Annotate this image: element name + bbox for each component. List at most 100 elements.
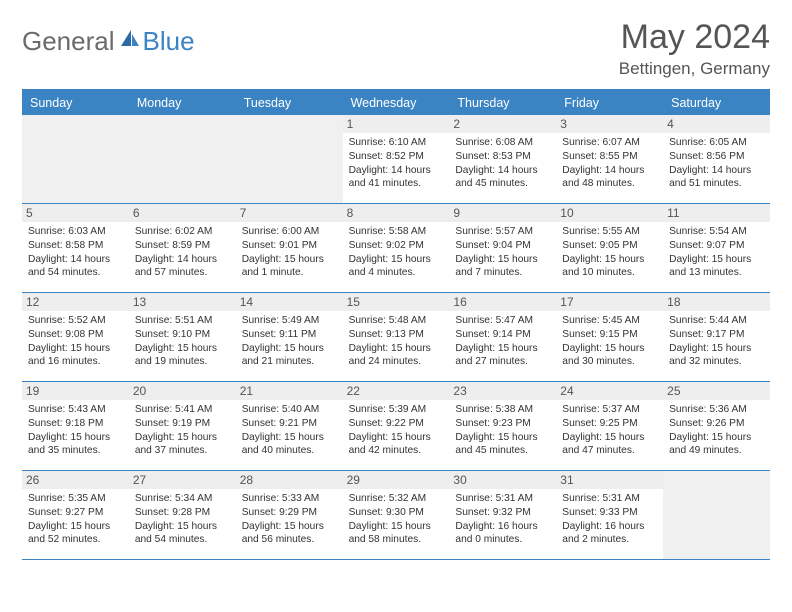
sunset-text: Sunset: 8:59 PM	[135, 239, 230, 253]
sunset-text: Sunset: 9:05 PM	[562, 239, 657, 253]
daylight-text: Daylight: 14 hours and 41 minutes.	[349, 164, 444, 192]
day-cell: 30 Sunrise: 5:31 AMSunset: 9:32 PMDayligh…	[449, 471, 556, 559]
day-number: 20	[129, 382, 236, 400]
week-row: 12Sunrise: 5:52 AMSunset: 9:08 PMDayligh…	[22, 293, 770, 382]
day-info: Sunrise: 5:31 AMSunset: 9:33 PMDaylight:…	[562, 492, 657, 547]
month-title: May 2024	[619, 18, 770, 57]
daylight-text: Daylight: 15 hours and 32 minutes.	[669, 342, 764, 370]
daylight-text: Daylight: 15 hours and 7 minutes.	[455, 253, 550, 281]
week-row: 26Sunrise: 5:35 AMSunset: 9:27 PMDayligh…	[22, 471, 770, 560]
day-info: Sunrise: 5:32 AMSunset: 9:30 PMDaylight:…	[349, 492, 444, 547]
day-number: 8	[343, 204, 450, 222]
sunrise-text: Sunrise: 5:52 AM	[28, 314, 123, 328]
day-info: Sunrise: 5:40 AMSunset: 9:21 PMDaylight:…	[242, 403, 337, 458]
sunrise-text: Sunrise: 5:49 AM	[242, 314, 337, 328]
day-cell: 12Sunrise: 5:52 AMSunset: 9:08 PMDayligh…	[22, 293, 129, 381]
sunrise-text: Sunrise: 5:39 AM	[349, 403, 444, 417]
day-number: 7	[236, 204, 343, 222]
day-info: Sunrise: 5:31 AMSunset: 9:32 PMDaylight:…	[455, 492, 550, 547]
sunrise-text: Sunrise: 5:55 AM	[562, 225, 657, 239]
day-cell: 29 Sunrise: 5:32 AMSunset: 9:30 PMDayligh…	[343, 471, 450, 559]
sunrise-text: Sunrise: 6:07 AM	[562, 136, 657, 150]
daylight-text: Daylight: 16 hours and 2 minutes.	[562, 520, 657, 548]
sunset-text: Sunset: 9:08 PM	[28, 328, 123, 342]
week-row: 5Sunrise: 6:03 AMSunset: 8:58 PMDaylight…	[22, 204, 770, 293]
day-info: Sunrise: 5:41 AMSunset: 9:19 PMDaylight:…	[135, 403, 230, 458]
sunset-text: Sunset: 9:04 PM	[455, 239, 550, 253]
day-cell: 13Sunrise: 5:51 AMSunset: 9:10 PMDayligh…	[129, 293, 236, 381]
daylight-text: Daylight: 15 hours and 24 minutes.	[349, 342, 444, 370]
day-info: Sunrise: 5:39 AMSunset: 9:22 PMDaylight:…	[349, 403, 444, 458]
empty-cell	[129, 115, 236, 203]
daylight-text: Daylight: 15 hours and 42 minutes.	[349, 431, 444, 459]
weekday-header: SundayMondayTuesdayWednesdayThursdayFrid…	[22, 91, 770, 115]
day-cell: 17 Sunrise: 5:45 AMSunset: 9:15 PMDayligh…	[556, 293, 663, 381]
day-info: Sunrise: 5:43 AMSunset: 9:18 PMDaylight:…	[28, 403, 123, 458]
day-number: 27	[129, 471, 236, 489]
sunset-text: Sunset: 9:32 PM	[455, 506, 550, 520]
sunset-text: Sunset: 8:55 PM	[562, 150, 657, 164]
week-row: 1Sunrise: 6:10 AMSunset: 8:52 PMDaylight…	[22, 115, 770, 204]
brand-logo: General Blue	[22, 18, 195, 57]
sunset-text: Sunset: 9:29 PM	[242, 506, 337, 520]
sunrise-text: Sunrise: 6:00 AM	[242, 225, 337, 239]
daylight-text: Daylight: 15 hours and 40 minutes.	[242, 431, 337, 459]
sunset-text: Sunset: 9:22 PM	[349, 417, 444, 431]
day-number: 30	[449, 471, 556, 489]
day-number: 21	[236, 382, 343, 400]
day-number: 19	[22, 382, 129, 400]
day-number: 17	[556, 293, 663, 311]
day-number: 18	[663, 293, 770, 311]
day-info: Sunrise: 5:51 AMSunset: 9:10 PMDaylight:…	[135, 314, 230, 369]
day-info: Sunrise: 5:45 AMSunset: 9:15 PMDaylight:…	[562, 314, 657, 369]
day-number: 25	[663, 382, 770, 400]
day-cell: 22Sunrise: 5:39 AMSunset: 9:22 PMDayligh…	[343, 382, 450, 470]
sunrise-text: Sunrise: 5:47 AM	[455, 314, 550, 328]
day-cell: 1Sunrise: 6:10 AMSunset: 8:52 PMDaylight…	[343, 115, 450, 203]
sunset-text: Sunset: 9:07 PM	[669, 239, 764, 253]
sunrise-text: Sunrise: 5:38 AM	[455, 403, 550, 417]
day-number: 9	[449, 204, 556, 222]
daylight-text: Daylight: 14 hours and 57 minutes.	[135, 253, 230, 281]
day-number: 31	[556, 471, 663, 489]
weekday-label: Friday	[556, 91, 663, 115]
day-cell: 11Sunrise: 5:54 AMSunset: 9:07 PMDayligh…	[663, 204, 770, 292]
weekday-label: Tuesday	[236, 91, 343, 115]
daylight-text: Daylight: 15 hours and 35 minutes.	[28, 431, 123, 459]
sunrise-text: Sunrise: 6:05 AM	[669, 136, 764, 150]
daylight-text: Daylight: 15 hours and 16 minutes.	[28, 342, 123, 370]
brand-part1: General	[22, 26, 115, 57]
day-number: 15	[343, 293, 450, 311]
daylight-text: Daylight: 14 hours and 48 minutes.	[562, 164, 657, 192]
empty-cell	[236, 115, 343, 203]
sunset-text: Sunset: 9:26 PM	[669, 417, 764, 431]
day-info: Sunrise: 6:02 AMSunset: 8:59 PMDaylight:…	[135, 225, 230, 280]
day-number: 29	[343, 471, 450, 489]
day-info: Sunrise: 5:48 AMSunset: 9:13 PMDaylight:…	[349, 314, 444, 369]
day-info: Sunrise: 5:49 AMSunset: 9:11 PMDaylight:…	[242, 314, 337, 369]
day-cell: 27Sunrise: 5:34 AMSunset: 9:28 PMDayligh…	[129, 471, 236, 559]
day-info: Sunrise: 5:52 AMSunset: 9:08 PMDaylight:…	[28, 314, 123, 369]
sunset-text: Sunset: 8:56 PM	[669, 150, 764, 164]
sunrise-text: Sunrise: 5:34 AM	[135, 492, 230, 506]
day-number: 16	[449, 293, 556, 311]
day-info: Sunrise: 5:47 AMSunset: 9:14 PMDaylight:…	[455, 314, 550, 369]
brand-part2: Blue	[143, 26, 195, 57]
sunset-text: Sunset: 9:13 PM	[349, 328, 444, 342]
day-info: Sunrise: 5:57 AMSunset: 9:04 PMDaylight:…	[455, 225, 550, 280]
empty-cell	[663, 471, 770, 559]
sunrise-text: Sunrise: 5:58 AM	[349, 225, 444, 239]
day-info: Sunrise: 6:10 AMSunset: 8:52 PMDaylight:…	[349, 136, 444, 191]
daylight-text: Daylight: 15 hours and 30 minutes.	[562, 342, 657, 370]
sunset-text: Sunset: 9:18 PM	[28, 417, 123, 431]
day-cell: 6Sunrise: 6:02 AMSunset: 8:59 PMDaylight…	[129, 204, 236, 292]
day-cell: 28Sunrise: 5:33 AMSunset: 9:29 PMDayligh…	[236, 471, 343, 559]
sunrise-text: Sunrise: 6:02 AM	[135, 225, 230, 239]
day-number: 28	[236, 471, 343, 489]
day-cell: 10Sunrise: 5:55 AMSunset: 9:05 PMDayligh…	[556, 204, 663, 292]
day-cell: 15 Sunrise: 5:48 AMSunset: 9:13 PMDayligh…	[343, 293, 450, 381]
sunrise-text: Sunrise: 5:31 AM	[562, 492, 657, 506]
daylight-text: Daylight: 15 hours and 52 minutes.	[28, 520, 123, 548]
sunset-text: Sunset: 9:17 PM	[669, 328, 764, 342]
daylight-text: Daylight: 16 hours and 0 minutes.	[455, 520, 550, 548]
